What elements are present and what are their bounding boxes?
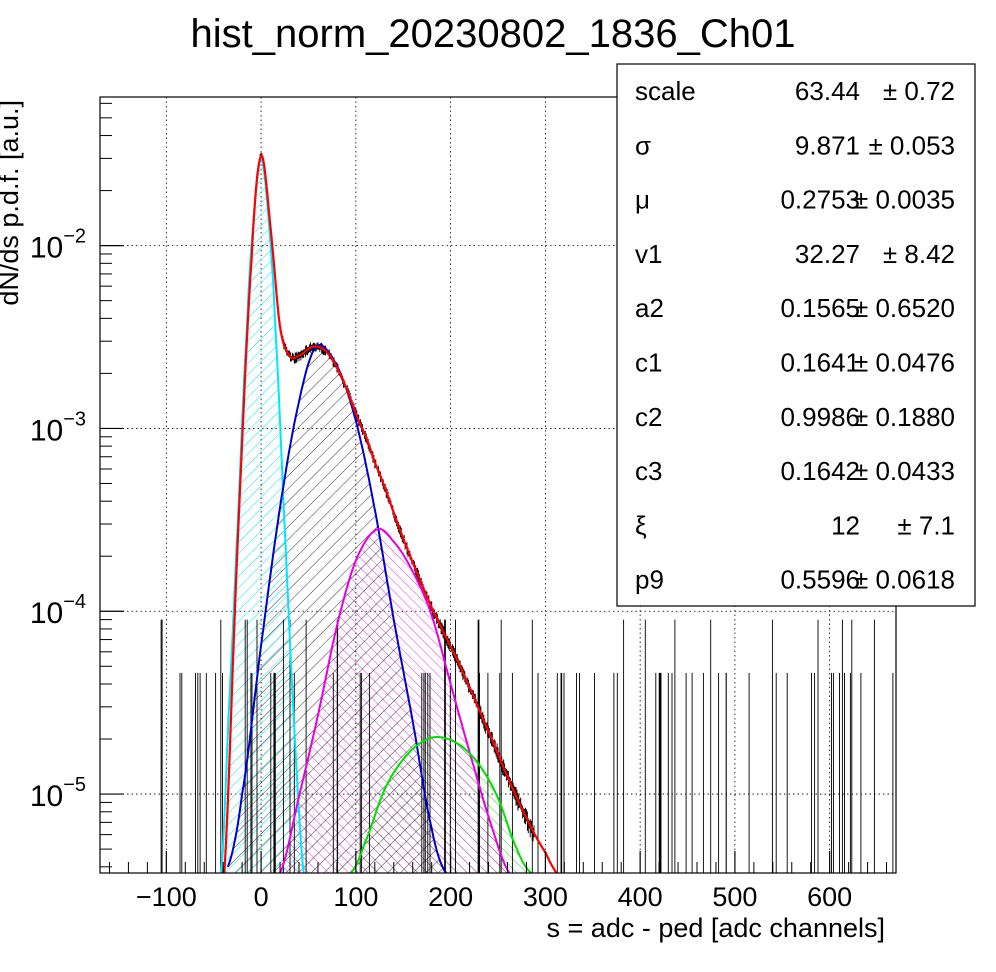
x-tick-label: 100 [333, 882, 378, 912]
y-tick-exponent: −2 [63, 226, 86, 248]
y-tick-base: 10 [30, 597, 63, 630]
y-tick-base: 10 [30, 232, 63, 265]
y-tick-exponent: −4 [63, 591, 86, 613]
y-tick-exponent: −3 [63, 408, 86, 430]
stats-param-name: σ [635, 130, 651, 160]
stats-param-value: 9.871 [795, 130, 860, 160]
3-p.e.-curve [350, 736, 532, 873]
stats-param-error: ± 0.0476 [854, 348, 955, 378]
x-tick-label: −100 [136, 882, 197, 912]
stats-param-error: ± 0.0433 [854, 456, 955, 486]
chart-title: hist_norm_20230802_1836_Ch01 [191, 12, 796, 56]
stats-param-error: ± 7.1 [897, 510, 955, 540]
y-tick-exponent: −5 [63, 774, 86, 796]
stats-param-name: p9 [635, 565, 664, 595]
y-tick-base: 10 [30, 414, 63, 447]
stats-param-name: ξ [635, 510, 647, 540]
x-axis-label: s = adc - ped [adc channels] [547, 913, 885, 943]
y-tick-label: 10−3 [30, 408, 86, 447]
x-tick-label: 500 [712, 882, 757, 912]
stats-param-error: ± 0.0618 [854, 565, 955, 595]
stats-param-name: c3 [635, 456, 662, 486]
x-tick-label: 600 [807, 882, 852, 912]
stats-param-value: 0.9986 [780, 402, 860, 432]
stats-param-value: 63.44 [795, 76, 860, 106]
stats-param-value: 0.5596 [780, 565, 860, 595]
fit-curves [220, 152, 558, 873]
y-tick-label: 10−2 [30, 226, 86, 265]
stats-param-error: ± 0.053 [868, 130, 955, 160]
y-axis-label: dN/ds p.d.f. [a.u.] [0, 100, 24, 306]
stats-param-value: 0.2753 [780, 185, 860, 215]
stats-param-value: 0.1565 [780, 293, 860, 323]
stats-param-name: v1 [635, 239, 662, 269]
stats-param-name: a2 [635, 293, 664, 323]
2-p.e.-curve [279, 527, 511, 873]
x-tick-label: 200 [428, 882, 473, 912]
stats-param-value: 32.27 [795, 239, 860, 269]
y-tick-label: 10−5 [30, 774, 86, 813]
stats-param-error: ± 0.6520 [854, 293, 955, 323]
stats-param-error: ± 8.42 [883, 239, 955, 269]
y-tick-base: 10 [30, 780, 63, 813]
stats-param-name: c2 [635, 402, 662, 432]
stats-param-error: ± 0.72 [883, 76, 955, 106]
x-tick-label: 400 [618, 882, 663, 912]
stats-param-name: scale [635, 76, 696, 106]
stats-param-error: ± 0.0035 [854, 185, 955, 215]
x-tick-label: 0 [254, 882, 269, 912]
stats-param-value: 12 [831, 510, 860, 540]
total-fit-curve [223, 152, 558, 873]
stats-param-value: 0.1642 [780, 456, 860, 486]
x-tick-label: 300 [523, 882, 568, 912]
y-tick-label: 10−4 [30, 591, 86, 630]
stats-param-error: ± 0.1880 [854, 402, 955, 432]
stats-box-frame [616, 63, 976, 607]
stats-param-value: 0.1641 [780, 348, 860, 378]
stats-param-name: μ [635, 185, 650, 215]
stats-param-name: c1 [635, 348, 662, 378]
